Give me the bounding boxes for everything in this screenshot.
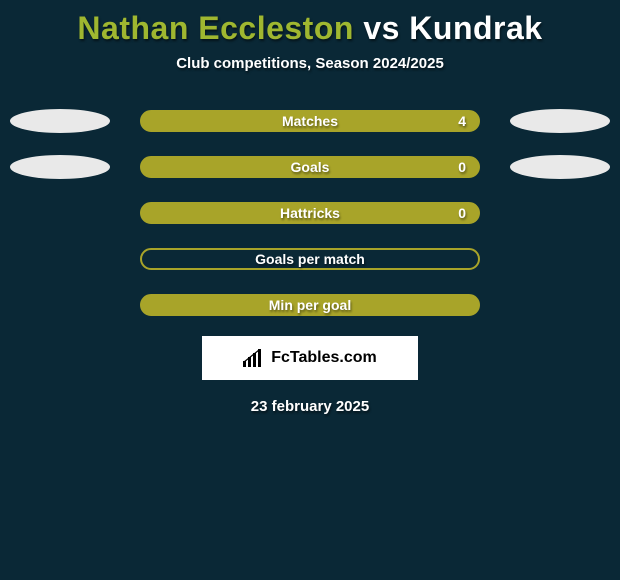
- ellipse-left-icon: [10, 155, 110, 179]
- ellipse-left-icon: [10, 109, 110, 133]
- stat-value: 0: [458, 159, 466, 175]
- bars-icon: [243, 349, 265, 367]
- stat-label: Min per goal: [269, 297, 351, 313]
- title-player1: Nathan Eccleston: [77, 10, 354, 46]
- stat-value: 4: [458, 113, 466, 129]
- stat-label: Goals per match: [255, 251, 365, 267]
- stat-label: Goals: [291, 159, 330, 175]
- ellipse-right-icon: [510, 109, 610, 133]
- stat-row-hattricks: Hattricks 0: [0, 202, 620, 224]
- stat-bar: Min per goal: [140, 294, 480, 316]
- stat-bar: Goals per match: [140, 248, 480, 270]
- logo-text: FcTables.com: [271, 349, 377, 367]
- ellipse-right-icon: [510, 155, 610, 179]
- stat-row-goals: Goals 0: [0, 156, 620, 178]
- title-vs: vs: [363, 10, 400, 46]
- stat-label: Hattricks: [280, 205, 340, 221]
- stat-value: 0: [458, 205, 466, 221]
- date-text: 23 february 2025: [0, 398, 620, 415]
- stat-row-matches: Matches 4: [0, 110, 620, 132]
- title-player2: Kundrak: [409, 10, 542, 46]
- stat-row-min-per-goal: Min per goal: [0, 294, 620, 316]
- logo: FcTables.com: [243, 349, 377, 367]
- stat-bar: Hattricks 0: [140, 202, 480, 224]
- comparison-card: Nathan Eccleston vs Kundrak Club competi…: [0, 0, 620, 580]
- stats-rows: Matches 4 Goals 0 Hattricks 0 Goals per …: [0, 110, 620, 316]
- stat-bar: Matches 4: [140, 110, 480, 132]
- subtitle: Club competitions, Season 2024/2025: [0, 55, 620, 72]
- stat-row-goals-per-match: Goals per match: [0, 248, 620, 270]
- logo-box: FcTables.com: [202, 336, 418, 380]
- stat-bar: Goals 0: [140, 156, 480, 178]
- page-title: Nathan Eccleston vs Kundrak: [0, 0, 620, 47]
- stat-label: Matches: [282, 113, 338, 129]
